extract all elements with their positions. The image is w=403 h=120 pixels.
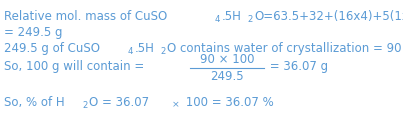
Text: 2: 2 [247, 15, 253, 24]
Text: O=63.5+32+(16x4)+5(1x2+16): O=63.5+32+(16x4)+5(1x2+16) [254, 10, 403, 23]
Text: = 249.5 g: = 249.5 g [4, 26, 62, 39]
Text: 90 × 100: 90 × 100 [200, 53, 254, 66]
Text: .5H: .5H [135, 42, 155, 55]
Text: 100 = 36.07 %: 100 = 36.07 % [182, 96, 273, 109]
Text: 4: 4 [128, 48, 133, 57]
Text: .5H: .5H [222, 10, 241, 23]
Text: So, 100 g will contain =: So, 100 g will contain = [4, 60, 148, 73]
Text: 249.5 g of CuSO: 249.5 g of CuSO [4, 42, 100, 55]
Text: Relative mol. mass of CuSO: Relative mol. mass of CuSO [4, 10, 167, 23]
Text: O contains water of crystallization = 90 g: O contains water of crystallization = 90… [167, 42, 403, 55]
Text: 2: 2 [160, 48, 166, 57]
Text: 249.5: 249.5 [210, 70, 244, 83]
Text: 4: 4 [215, 15, 220, 24]
Text: = 36.07 g: = 36.07 g [266, 60, 328, 73]
Text: So, % of H: So, % of H [4, 96, 64, 109]
Text: 2: 2 [82, 102, 87, 111]
Text: ×: × [172, 101, 179, 109]
Text: O = 36.07: O = 36.07 [89, 96, 153, 109]
